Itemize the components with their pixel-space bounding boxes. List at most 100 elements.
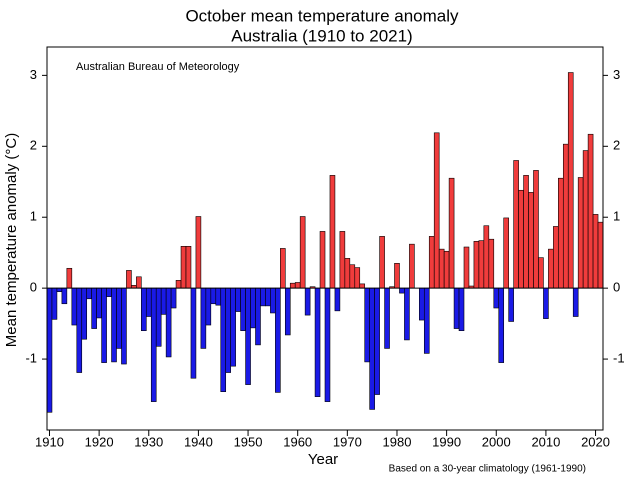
bar [582, 150, 589, 289]
bar [56, 287, 63, 292]
bar [155, 287, 162, 347]
y-tick-label-right: 3 [613, 67, 620, 82]
bar [61, 287, 68, 305]
bar [220, 287, 227, 393]
bar [567, 72, 574, 289]
bar [538, 257, 544, 289]
bar [136, 276, 142, 289]
x-tick-label: 2020 [581, 434, 610, 449]
bar [344, 258, 351, 289]
bar [86, 287, 92, 300]
x-tick-label: 2010 [531, 434, 560, 449]
bar [225, 287, 231, 373]
bar [101, 287, 107, 363]
bar [280, 248, 286, 289]
bar [111, 287, 117, 363]
bar [175, 280, 182, 289]
bar [299, 216, 306, 289]
bar [438, 248, 445, 289]
bar [483, 225, 490, 289]
bar [543, 287, 549, 319]
bar [478, 240, 485, 289]
bar [448, 177, 455, 289]
bar [150, 287, 157, 402]
bar [518, 189, 524, 289]
y-tick-label-right: -1 [613, 351, 625, 366]
x-tick-label: 1960 [283, 434, 312, 449]
bar [592, 214, 599, 289]
bar [314, 287, 321, 397]
plot-frame [46, 46, 604, 431]
chart-title: October mean temperature anomaly [185, 6, 459, 25]
bar [473, 241, 480, 289]
bar [51, 287, 58, 320]
x-tick-label: 1970 [333, 434, 362, 449]
x-tick-label: 1920 [85, 434, 114, 449]
y-tick-label-right: 0 [613, 280, 620, 295]
bar [270, 287, 276, 314]
bar [384, 287, 390, 349]
bar [513, 160, 519, 289]
y-axis-label: Mean temperature anomaly (°C) [3, 133, 20, 347]
bar [558, 177, 564, 289]
bar [523, 175, 529, 289]
bar [71, 287, 78, 326]
bar [354, 267, 361, 289]
bar [160, 287, 167, 315]
x-tick-label: 1980 [383, 434, 412, 449]
bar [334, 287, 341, 312]
bar [488, 238, 495, 289]
bar [190, 287, 197, 379]
bar [394, 263, 400, 289]
bar [399, 287, 405, 294]
bar [453, 287, 460, 329]
x-tick-label: 1910 [35, 434, 64, 449]
bar [275, 287, 281, 393]
bar [121, 287, 127, 365]
bar [369, 287, 375, 410]
bar [508, 287, 514, 322]
bar [126, 270, 132, 289]
bar [230, 287, 236, 367]
bar [404, 287, 410, 341]
bar [419, 287, 425, 321]
bar [548, 248, 554, 289]
bar [458, 287, 465, 332]
bar [329, 175, 336, 289]
bar [106, 287, 112, 297]
y-tick-label: 3 [30, 67, 37, 82]
bar [364, 287, 370, 363]
bar [423, 287, 430, 354]
bar [433, 132, 440, 289]
y-tick-label: 1 [30, 209, 37, 224]
bar [215, 287, 222, 306]
bar [255, 287, 261, 346]
bar [284, 287, 291, 336]
bar [553, 226, 559, 289]
bar [235, 287, 241, 312]
bar [141, 287, 147, 332]
bar [46, 287, 53, 413]
bar [562, 143, 569, 289]
bar [339, 231, 346, 289]
bar [195, 216, 202, 289]
bar [185, 246, 192, 289]
source-note: Australian Bureau of Meteorology [76, 61, 240, 73]
bar [116, 287, 122, 349]
bar [498, 287, 505, 363]
bar [180, 246, 187, 289]
bar [597, 221, 604, 289]
bar [428, 236, 435, 289]
bar [289, 282, 296, 289]
bar [349, 264, 356, 289]
bar [170, 287, 177, 309]
bar [210, 287, 217, 305]
bar [324, 287, 331, 402]
bar [493, 287, 500, 309]
x-tick-label: 1930 [134, 434, 163, 449]
bar [463, 246, 470, 289]
y-tick-label: 2 [30, 138, 37, 153]
bar [245, 287, 251, 385]
